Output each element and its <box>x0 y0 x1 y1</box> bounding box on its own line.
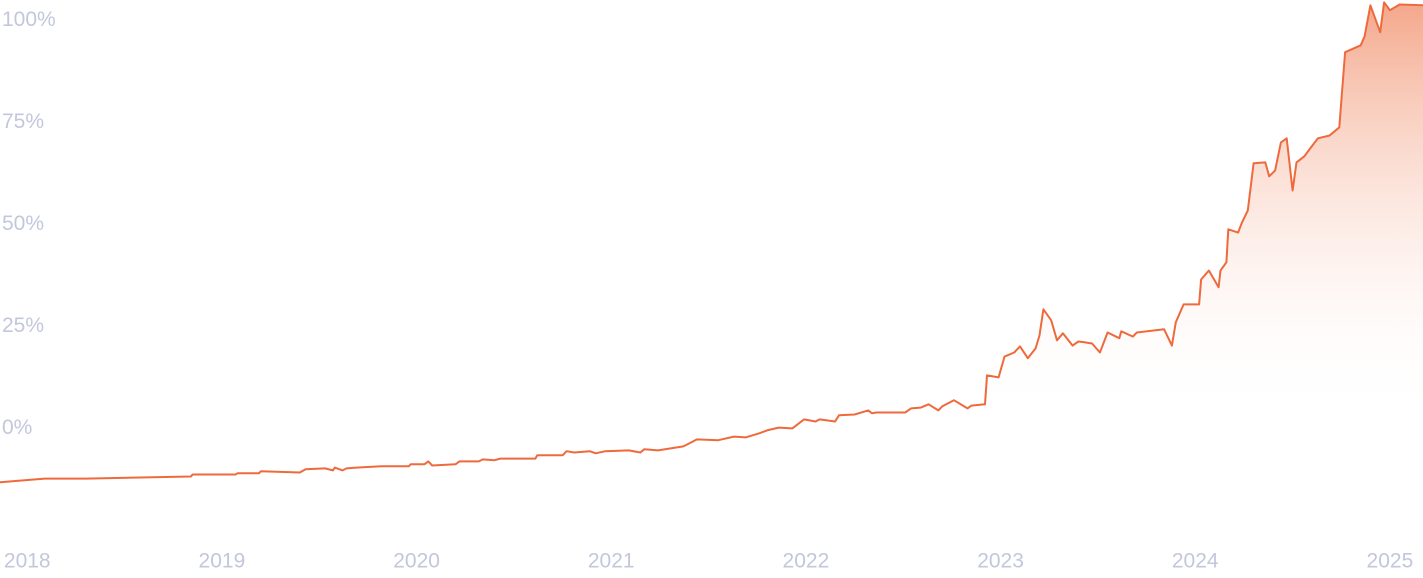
x-tick-label: 2020 <box>393 550 440 573</box>
x-tick-label: 2018 <box>4 550 51 573</box>
x-tick-label: 2019 <box>199 550 246 573</box>
line <box>0 1 1423 484</box>
y-tick-label: 0% <box>2 416 32 439</box>
x-tick-label: 2021 <box>588 550 635 573</box>
area-fill <box>0 2 1423 551</box>
y-tick-label: 25% <box>2 314 44 337</box>
x-tick-label: 2022 <box>783 550 830 573</box>
x-tick-label: 2025 <box>1367 550 1414 573</box>
y-tick-label: 50% <box>2 212 44 235</box>
y-tick-label: 75% <box>2 110 44 133</box>
x-tick-label: 2024 <box>1172 550 1219 573</box>
y-tick-label: 100% <box>2 8 56 31</box>
x-tick-label: 2023 <box>977 550 1024 573</box>
